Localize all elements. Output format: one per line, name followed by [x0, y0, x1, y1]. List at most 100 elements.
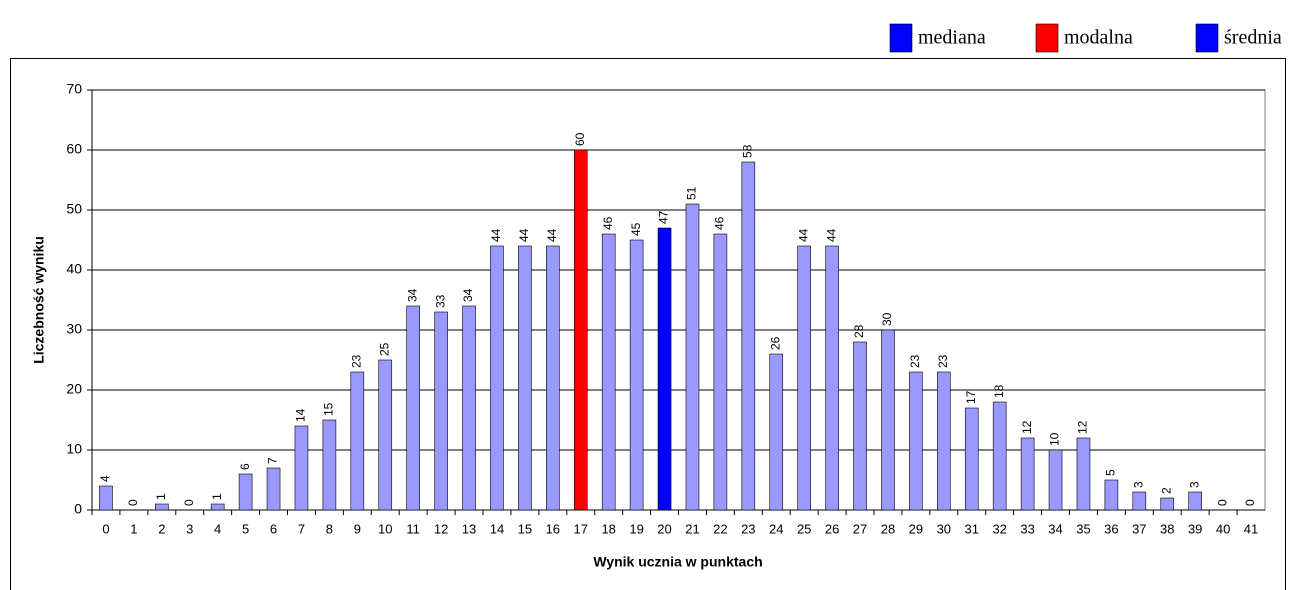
value-label: 12 [1020, 420, 1034, 434]
x-tick-label: 22 [713, 521, 727, 536]
value-label: 6 [238, 463, 252, 470]
bar [1020, 437, 1035, 511]
bar [601, 233, 616, 511]
value-label: 33 [433, 294, 447, 308]
value-label: 7 [266, 457, 280, 464]
bar [629, 239, 644, 511]
x-tick-label: 30 [937, 521, 951, 536]
value-label: 4 [98, 475, 112, 482]
x-tick-label: 7 [298, 521, 305, 536]
x-tick-label: 2 [158, 521, 165, 536]
bar [238, 473, 253, 511]
value-label: 44 [796, 228, 810, 242]
x-tick-label: 5 [242, 521, 249, 536]
y-tick-label: 0 [74, 501, 82, 517]
x-tick-label: 4 [214, 521, 221, 536]
x-tick-label: 34 [1048, 521, 1062, 536]
x-tick-label: 32 [992, 521, 1006, 536]
bar [741, 161, 756, 511]
bar [1188, 491, 1202, 511]
y-tick-label: 50 [66, 201, 82, 217]
x-tick-label: 17 [574, 521, 588, 536]
value-label: 58 [740, 144, 754, 158]
bar [713, 233, 728, 511]
x-tick-label: 20 [657, 521, 671, 536]
y-tick-label: 20 [66, 381, 82, 397]
value-label: 0 [126, 499, 140, 506]
value-label: 51 [685, 186, 699, 200]
bar [434, 311, 448, 511]
bar [685, 203, 700, 511]
x-tick-label: 28 [881, 521, 895, 536]
bar [518, 245, 532, 511]
x-tick-label: 14 [490, 521, 504, 536]
value-label: 45 [629, 222, 643, 236]
x-tick-label: 12 [434, 521, 448, 536]
y-axis-title: Liczebność wyniku [31, 236, 47, 364]
bar [294, 425, 309, 511]
bar [1160, 497, 1175, 511]
y-tick-label: 60 [66, 141, 82, 157]
value-label: 3 [1187, 481, 1201, 488]
x-tick-label: 26 [825, 521, 839, 536]
x-tick-label: 25 [797, 521, 811, 536]
x-tick-label: 23 [741, 521, 755, 536]
value-label: 46 [713, 216, 727, 230]
x-tick-label: 37 [1132, 521, 1146, 536]
value-label: 17 [964, 390, 978, 404]
x-tick-label: 18 [601, 521, 615, 536]
value-label: 44 [517, 228, 531, 242]
legend-label: średnia [1224, 27, 1282, 49]
value-label: 44 [489, 228, 503, 242]
bar [853, 341, 867, 511]
x-tick-label: 31 [965, 521, 979, 536]
x-tick-label: 41 [1244, 521, 1258, 536]
bar [210, 503, 225, 511]
x-tick-label: 21 [685, 521, 699, 536]
bar [964, 407, 979, 511]
bar [1048, 449, 1063, 511]
value-label: 18 [992, 384, 1006, 398]
x-tick-label: 35 [1076, 521, 1090, 536]
value-label: 10 [1048, 432, 1062, 446]
bar [992, 401, 1007, 511]
y-tick-label: 40 [66, 261, 82, 277]
bar [350, 371, 365, 511]
value-label: 5 [1104, 469, 1118, 476]
x-tick-label: 1 [130, 521, 137, 536]
x-tick-label: 9 [354, 521, 361, 536]
legend-swatch [889, 23, 913, 53]
bar [1132, 491, 1147, 511]
value-label: 44 [824, 228, 838, 242]
value-label: 46 [601, 216, 615, 230]
value-label: 0 [182, 499, 196, 506]
x-tick-label: 33 [1020, 521, 1034, 536]
y-tick-label: 10 [66, 441, 82, 457]
x-axis-title: Wynik ucznia w punktach [593, 554, 762, 570]
chart-frame [10, 58, 1286, 590]
value-label: 3 [1131, 481, 1145, 488]
bar [573, 149, 588, 511]
value-label: 30 [880, 312, 894, 326]
x-tick-label: 10 [378, 521, 392, 536]
value-label: 34 [461, 288, 475, 302]
value-label: 28 [852, 324, 866, 338]
x-tick-label: 15 [518, 521, 532, 536]
bar [1104, 479, 1119, 511]
bar [155, 503, 169, 511]
bar [99, 485, 113, 511]
bar [266, 467, 281, 511]
x-tick-label: 8 [326, 521, 333, 536]
value-label: 14 [294, 408, 308, 422]
x-tick-label: 6 [270, 521, 277, 536]
x-tick-label: 16 [546, 521, 560, 536]
bar [322, 419, 337, 511]
value-label: 0 [1215, 499, 1229, 506]
x-tick-label: 13 [462, 521, 476, 536]
bar [909, 371, 923, 511]
x-tick-label: 3 [186, 521, 193, 536]
x-tick-label: 27 [853, 521, 867, 536]
bar [881, 329, 895, 511]
bar [406, 305, 420, 511]
